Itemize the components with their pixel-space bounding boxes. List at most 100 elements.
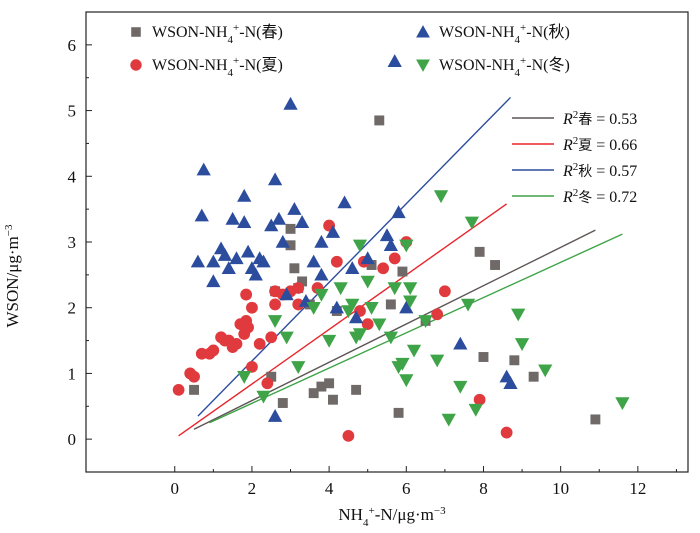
data-point: [194, 208, 209, 222]
data-point: [345, 298, 360, 312]
data-point: [242, 321, 254, 334]
legend-label-part: -N(夏): [239, 57, 283, 74]
data-point: [237, 188, 252, 202]
y-tick-label: 5: [68, 102, 77, 121]
data-point: [366, 260, 377, 270]
data-point: [230, 337, 243, 350]
r2-symbol: R: [562, 163, 573, 180]
data-point: [217, 248, 233, 261]
data-point: [294, 215, 310, 228]
r2-value: = 0.53: [592, 111, 637, 128]
data-point: [237, 371, 252, 384]
x-axis-label-nh: NH: [338, 505, 363, 524]
data-point: [279, 331, 294, 345]
data-point: [325, 225, 341, 238]
data-point: [328, 394, 338, 405]
data-point: [360, 275, 375, 289]
x-axis-label: NH4+-N/μg·m−3: [338, 505, 446, 529]
data-point: [256, 254, 271, 268]
data-point: [267, 409, 283, 422]
data-point: [248, 267, 263, 281]
data-point: [207, 344, 220, 357]
data-point: [206, 274, 221, 288]
data-point: [372, 318, 387, 332]
data-point: [337, 195, 352, 209]
x-axis-label-tail: -N/μg·m: [375, 505, 434, 524]
r2-legend-label: R2冬 = 0.72: [562, 187, 637, 206]
series-2: [190, 54, 518, 422]
data-point: [377, 262, 390, 275]
legend-label-part: WSON-NH: [439, 57, 515, 74]
r2-symbol: R: [562, 111, 573, 128]
data-point: [399, 300, 414, 314]
x-tick-label: 2: [248, 479, 257, 498]
legend-label-part: 4: [228, 34, 234, 46]
data-point: [478, 352, 489, 362]
data-point: [279, 287, 294, 301]
legend-label-part: WSON-NH: [439, 24, 515, 41]
data-point: [464, 216, 480, 230]
fit-line-冬: [209, 233, 623, 424]
data-point: [285, 223, 296, 234]
legend-label-part: -N(春): [239, 23, 283, 41]
r2-season: 冬: [578, 190, 592, 206]
r2-legend-item: R2冬 = 0.72: [512, 187, 637, 206]
data-point: [306, 302, 321, 315]
x-axis-label-sup: +: [368, 505, 374, 517]
data-point: [190, 254, 206, 268]
r2-value: = 0.72: [592, 189, 637, 206]
data-point: [490, 260, 501, 270]
r2-season: 春: [578, 112, 592, 128]
data-point: [387, 282, 402, 296]
data-point: [172, 383, 185, 396]
data-point: [275, 234, 290, 248]
r2-season: 夏: [578, 138, 592, 154]
data-point: [314, 288, 329, 302]
x-tick-label: 6: [402, 479, 411, 498]
data-point: [399, 239, 414, 253]
data-point: [352, 239, 368, 253]
data-point: [351, 384, 362, 395]
plot-area: [172, 54, 630, 442]
data-point: [441, 413, 456, 427]
data-point: [397, 266, 408, 277]
legend-item: WSON-NH4+-N(春): [131, 22, 283, 46]
data-point: [292, 282, 305, 294]
data-point: [433, 190, 449, 204]
data-point: [393, 407, 404, 418]
fit-line-夏: [178, 203, 508, 437]
data-point: [237, 215, 252, 228]
data-point: [189, 384, 200, 395]
data-point: [431, 308, 444, 321]
x-tick-label: 4: [325, 479, 334, 498]
legend-label-part: +: [520, 22, 526, 34]
data-point: [438, 285, 451, 298]
data-point: [403, 282, 418, 296]
data-point: [511, 308, 526, 322]
y-axis-label: WSON/μg·m−3: [3, 224, 22, 327]
y-axis-label-exp: −3: [3, 224, 15, 236]
data-point: [374, 115, 385, 126]
data-point: [379, 228, 395, 242]
data-point: [188, 370, 200, 383]
data-point: [383, 238, 398, 251]
data-point: [292, 298, 305, 311]
legend-label-part: +: [233, 55, 239, 67]
r2-value: = 0.57: [592, 163, 637, 180]
data-point: [503, 376, 518, 389]
data-point: [246, 301, 258, 314]
data-point: [329, 300, 344, 314]
data-point: [474, 246, 485, 257]
legend-label-part: 4: [515, 67, 521, 79]
r2-exp: 2: [573, 109, 579, 121]
r2-season: 秋: [578, 164, 592, 180]
data-point: [316, 381, 327, 392]
data-point: [267, 172, 283, 186]
data-point: [348, 310, 364, 324]
data-point: [473, 393, 486, 406]
data-point: [229, 251, 244, 265]
data-point: [289, 263, 300, 274]
data-point: [345, 261, 360, 274]
x-axis-label-exp: −3: [434, 505, 446, 517]
